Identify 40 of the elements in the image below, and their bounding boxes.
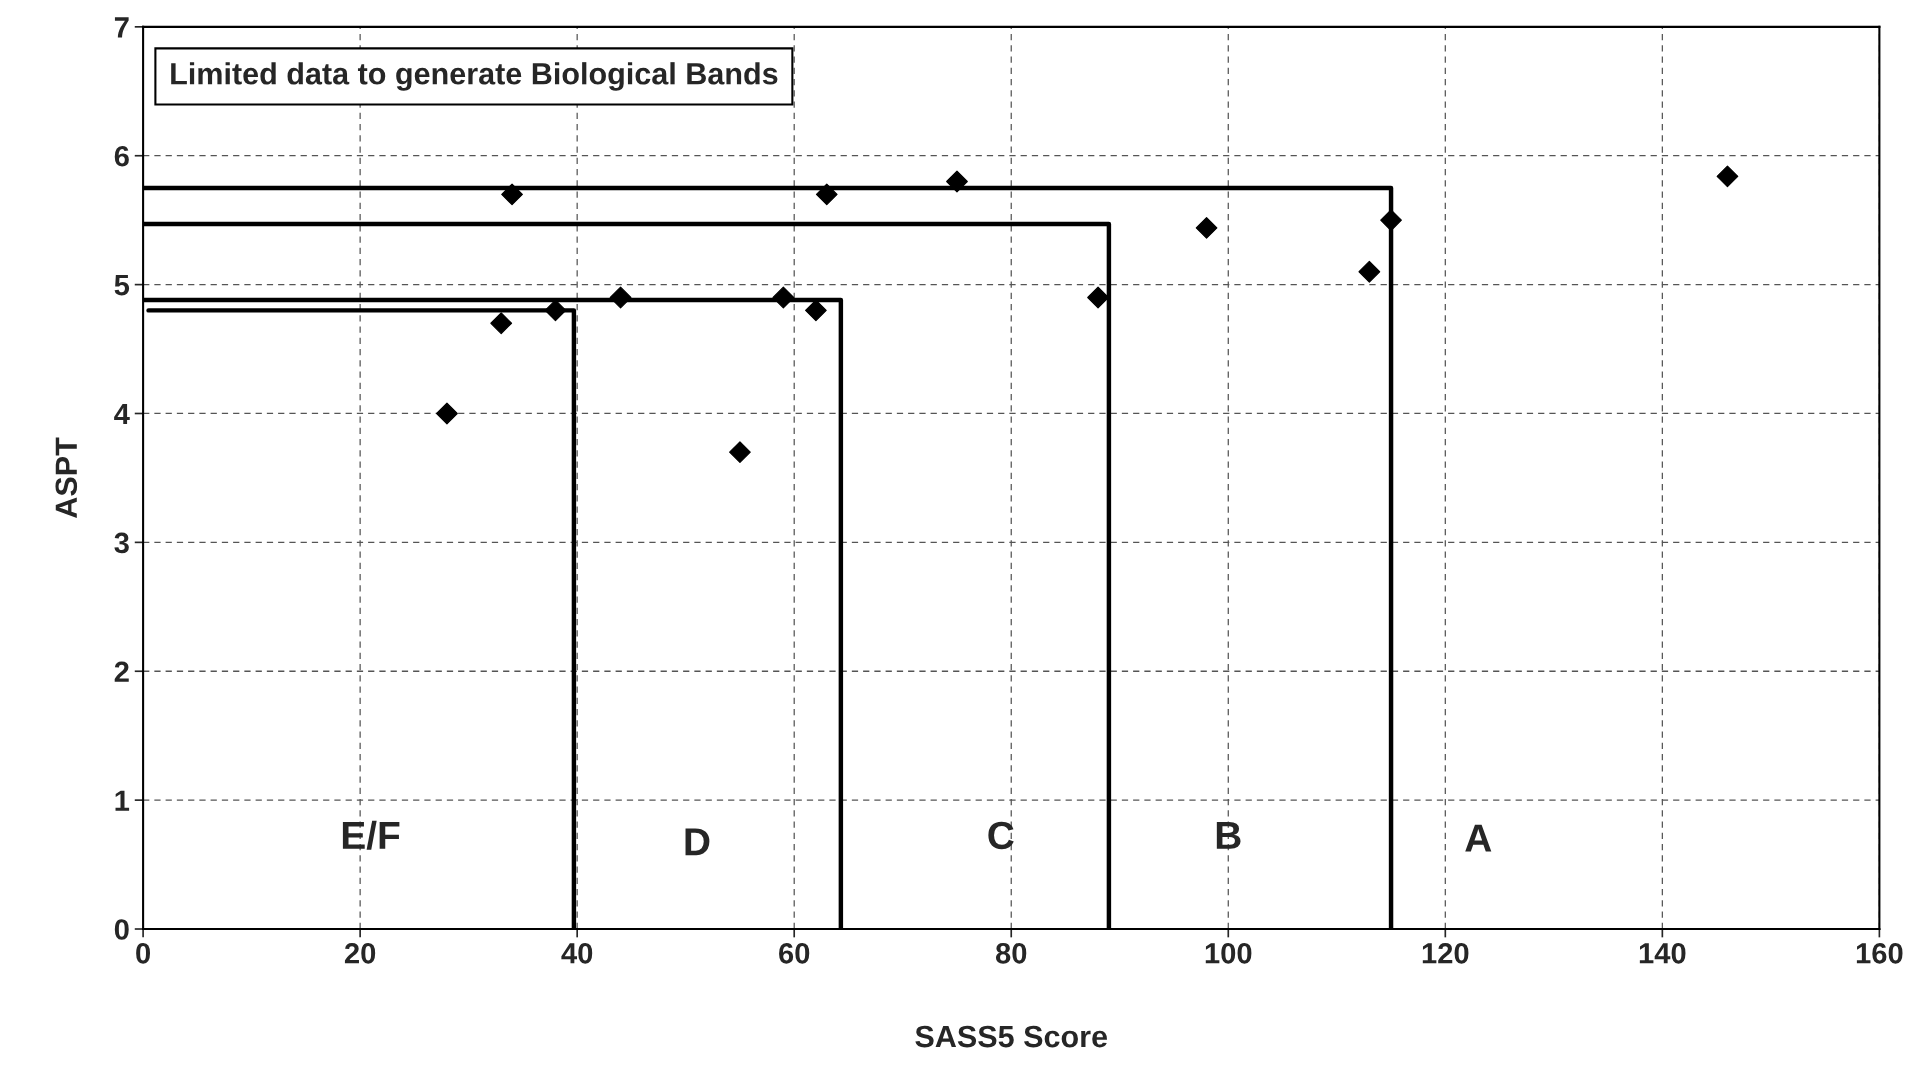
point <box>815 183 838 206</box>
y-tick-label: 4 <box>114 403 130 425</box>
x-tick-label: 120 <box>1422 942 1469 964</box>
y-tick-label: 1 <box>115 790 130 811</box>
point <box>609 286 632 309</box>
x-tick-label: 100 <box>1205 942 1252 964</box>
x-tick-label: 160 <box>1856 942 1903 964</box>
y-tick-label: 2 <box>114 661 129 682</box>
y-tick-label: 5 <box>114 275 130 296</box>
x-tick-label: 0 <box>136 942 151 964</box>
x-tick-label: 60 <box>779 942 810 964</box>
y-tick-label: 7 <box>114 17 129 38</box>
y-tick-label: 3 <box>114 532 129 554</box>
point <box>946 170 968 193</box>
annotation: D <box>685 828 710 856</box>
annotation: A <box>1465 824 1492 852</box>
point <box>1380 209 1402 232</box>
x-tick-label: 140 <box>1639 942 1686 964</box>
y-tick-label: 0 <box>114 919 129 940</box>
point <box>772 286 795 309</box>
annotation: Limited data to generate Biological Bands <box>171 62 778 91</box>
point <box>1358 260 1381 283</box>
point <box>436 402 458 425</box>
point <box>501 183 523 206</box>
x-axis-title: SASS5 Score <box>915 1025 1107 1048</box>
annotation: C <box>988 821 1014 850</box>
point <box>729 441 751 464</box>
annotation: B <box>1216 822 1241 849</box>
point <box>544 299 567 322</box>
x-tick-label: 20 <box>344 942 376 964</box>
x-tick-label: 40 <box>561 942 593 964</box>
point <box>1087 286 1109 309</box>
x-tick-label: 80 <box>995 942 1027 964</box>
point <box>1195 217 1218 239</box>
point <box>490 312 513 335</box>
point <box>1716 165 1739 188</box>
annotation: E/F <box>342 820 400 850</box>
point <box>805 299 827 322</box>
y-axis-title: ASPT <box>55 437 78 518</box>
y-tick-label: 6 <box>114 145 129 167</box>
